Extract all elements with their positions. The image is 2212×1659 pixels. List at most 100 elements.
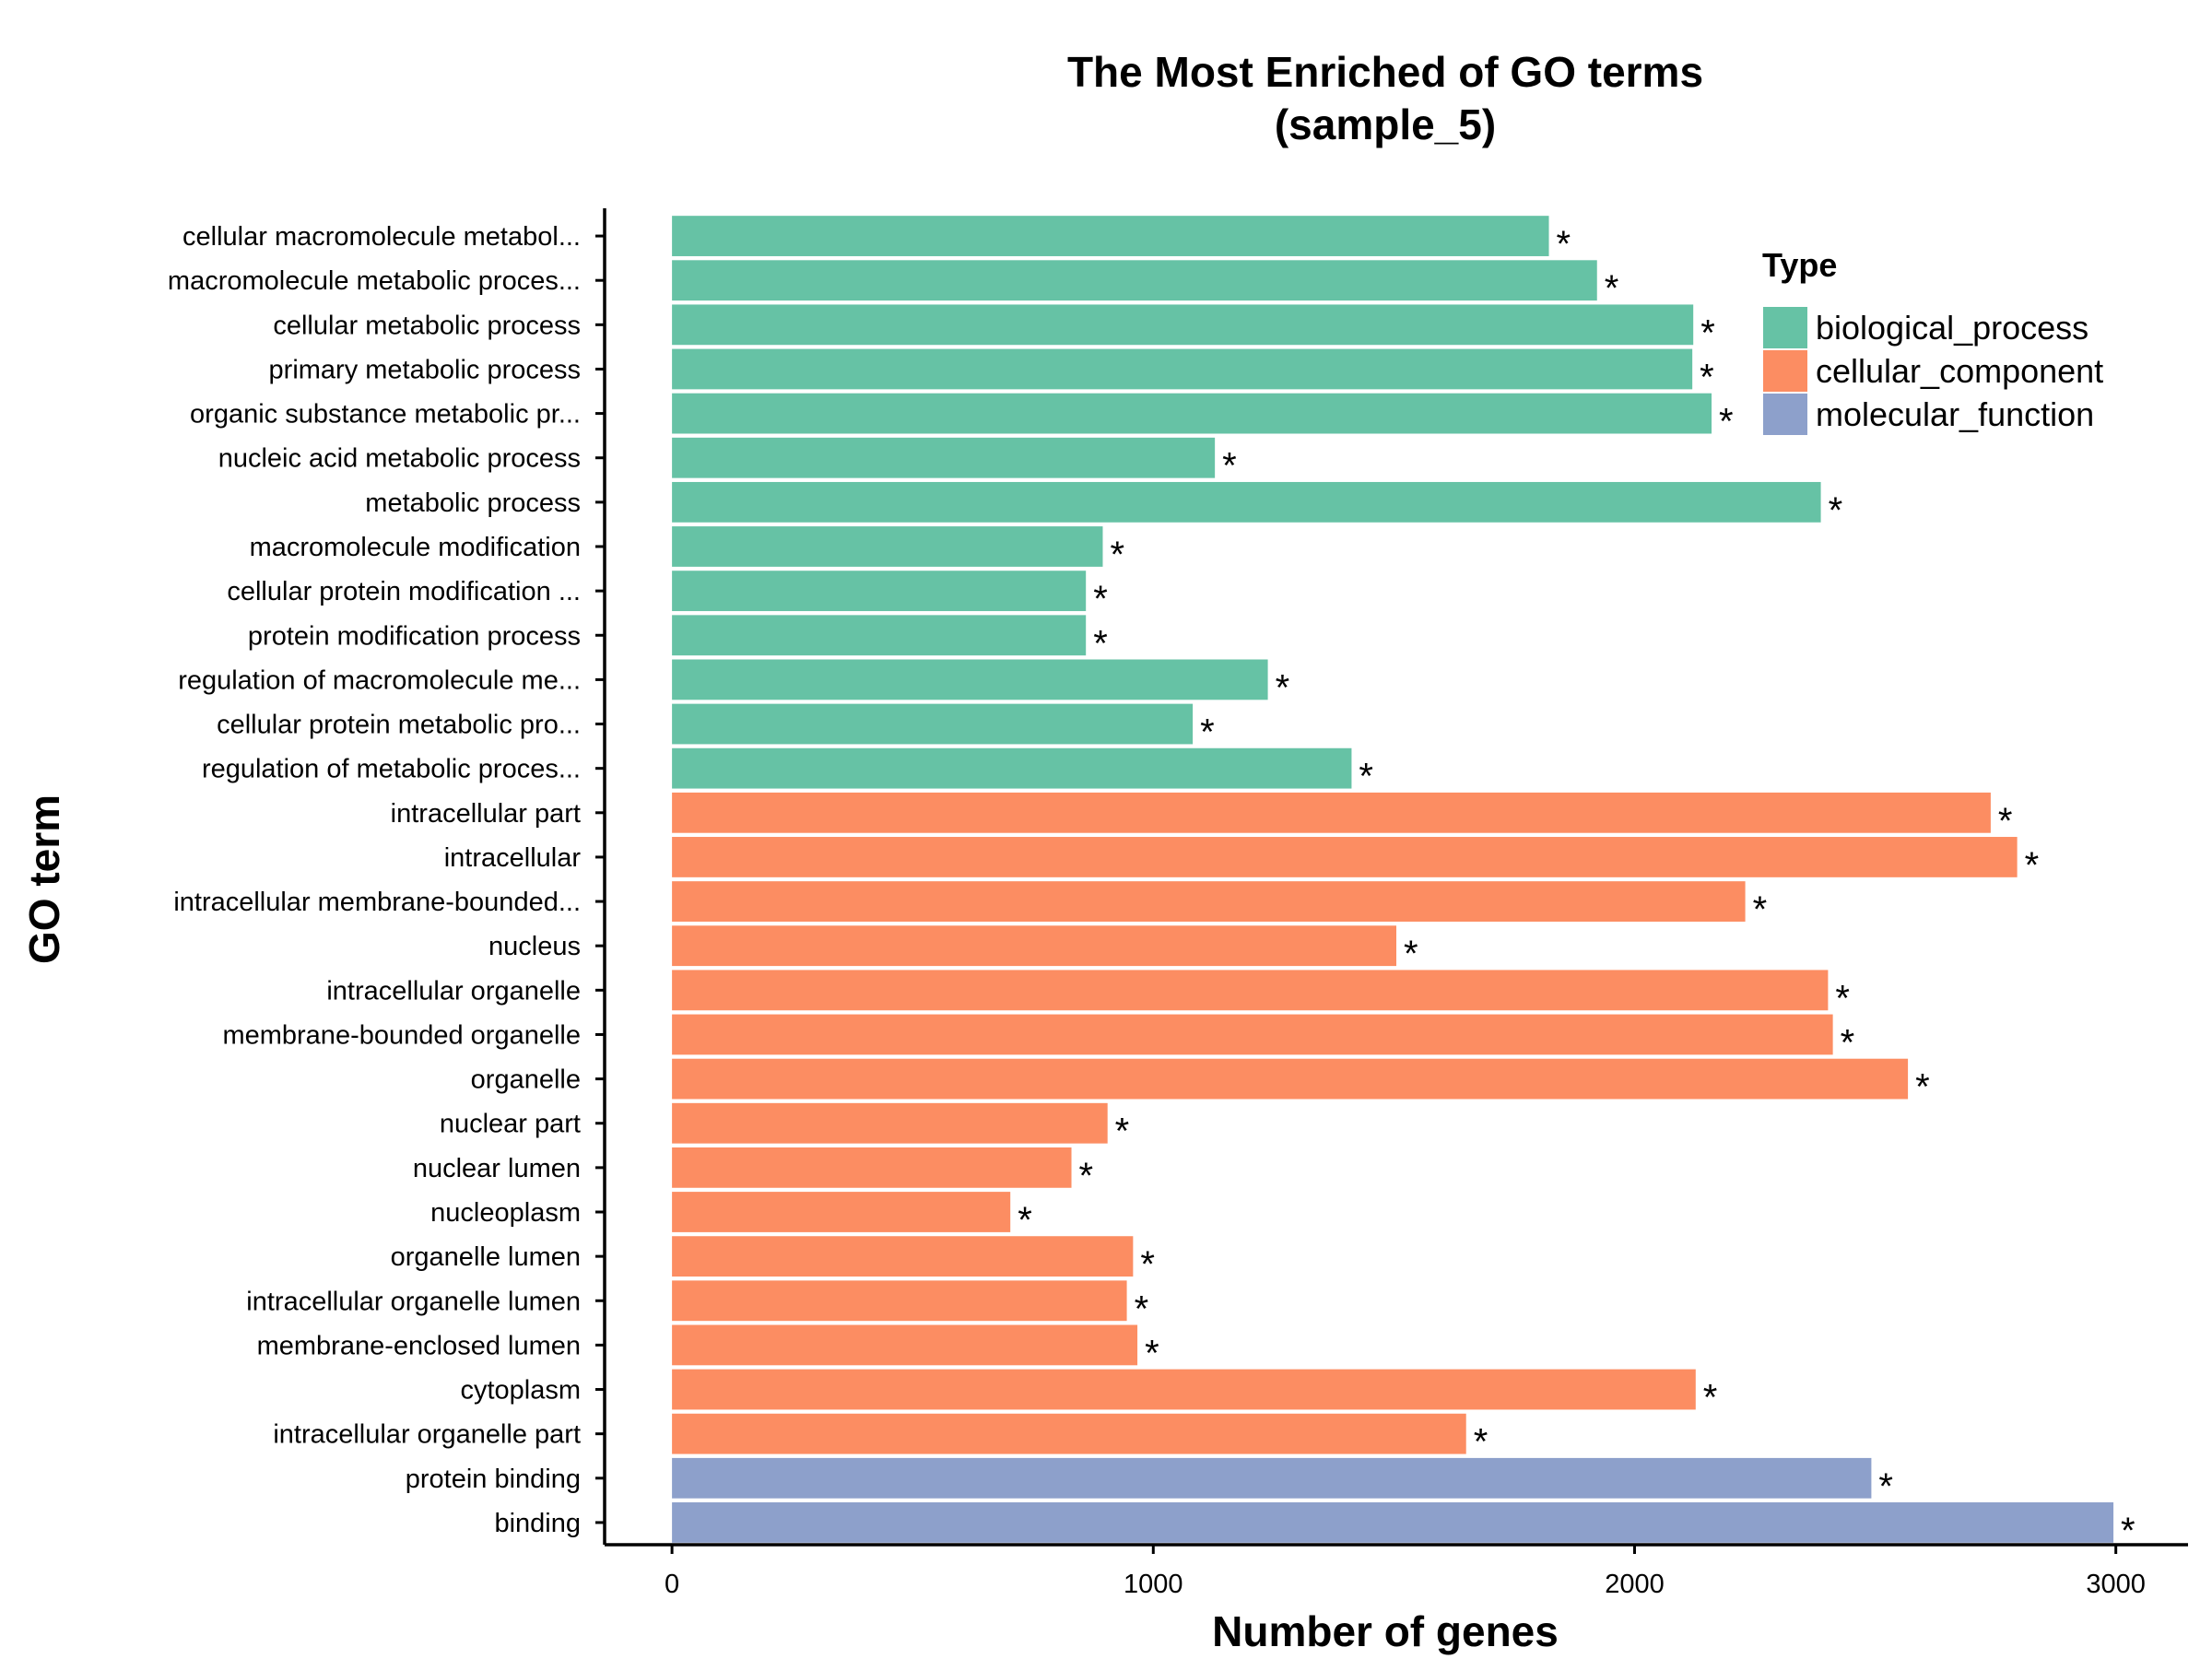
y-tick-label-17: intracellular organelle: [326, 976, 581, 1006]
significance-marker-26: *: [1703, 1378, 1718, 1418]
y-tick-label-9: protein modification process: [248, 621, 581, 651]
chart-title: The Most Enriched of GO terms: [1067, 48, 1703, 96]
legend-label-cellular-component: cellular_component: [1816, 352, 2103, 390]
bar-8: [672, 571, 1087, 612]
significance-marker-11: *: [1200, 712, 1215, 753]
legend-label-molecular-function: molecular_function: [1816, 395, 2094, 433]
y-tick-label-13: intracellular part: [391, 799, 581, 829]
significance-marker-9: *: [1093, 623, 1108, 664]
bar-9: [672, 615, 1087, 656]
bar-13: [672, 792, 1991, 833]
y-tick-label-28: protein binding: [406, 1465, 581, 1494]
bar-14: [672, 837, 2018, 877]
bar-24: [672, 1280, 1127, 1322]
y-tick-label-8: cellular protein modification ...: [227, 577, 581, 606]
significance-marker-10: *: [1276, 667, 1290, 708]
x-axis-title: Number of genes: [1212, 1607, 1559, 1655]
significance-marker-27: *: [1474, 1422, 1488, 1463]
y-tick-label-2: cellular metabolic process: [273, 311, 581, 340]
y-tick-label-26: cytoplasm: [460, 1376, 581, 1406]
y-tick-label-14: intracellular: [444, 843, 582, 873]
y-tick-label-1: macromolecule metabolic proces...: [168, 266, 581, 296]
legend-title: Type: [1762, 246, 1837, 284]
significance-marker-22: *: [1018, 1200, 1032, 1241]
y-axis-title: GO term: [20, 794, 68, 964]
y-tick-label-0: cellular macromolecule metabol...: [182, 222, 581, 252]
y-tick-label-16: nucleus: [488, 932, 581, 961]
y-tick-label-15: intracellular membrane-bounded...: [173, 888, 581, 917]
y-tick-label-6: metabolic process: [365, 488, 581, 518]
x-tick-label-3: 3000: [2086, 1570, 2146, 1599]
bar-5: [672, 437, 1216, 478]
significance-marker-6: *: [1829, 490, 1843, 531]
bar-27: [672, 1413, 1466, 1454]
x-tick-label-2: 2000: [1605, 1570, 1665, 1599]
y-tick-label-4: organic substance metabolic pr...: [190, 400, 581, 429]
significance-marker-28: *: [1878, 1466, 1893, 1507]
legend-swatch-molecular-function: [1761, 392, 1809, 437]
significance-marker-23: *: [1140, 1244, 1155, 1285]
bar-12: [672, 747, 1352, 789]
y-tick-label-11: cellular protein metabolic pro...: [217, 711, 581, 740]
significance-marker-4: *: [1719, 402, 1734, 442]
bar-10: [672, 659, 1268, 700]
bar-0: [672, 216, 1549, 256]
chart-subtitle: (sample_5): [1275, 100, 1496, 148]
bar-23: [672, 1236, 1134, 1277]
bar-16: [672, 925, 1396, 967]
significance-marker-17: *: [1835, 978, 1850, 1018]
bars-group: [672, 216, 2114, 1543]
significance-marker-24: *: [1135, 1288, 1149, 1329]
significance-marker-21: *: [1079, 1156, 1094, 1196]
bar-15: [672, 881, 1746, 922]
bar-22: [672, 1192, 1011, 1232]
significance-marker-14: *: [2025, 845, 2040, 886]
bar-26: [672, 1369, 1696, 1410]
legend-label-biological-process: biological_process: [1816, 309, 2088, 347]
y-tick-label-24: intracellular organelle lumen: [246, 1287, 581, 1316]
y-tick-label-25: membrane-enclosed lumen: [257, 1331, 581, 1360]
significance-marker-2: *: [1700, 312, 1715, 353]
bar-28: [672, 1457, 1872, 1499]
y-tick-label-19: organelle: [471, 1065, 581, 1095]
x-tick-label-1: 1000: [1124, 1570, 1183, 1599]
significance-marker-19: *: [1915, 1067, 1930, 1108]
y-axis: cellular macromolecule metabol... macromo…: [168, 208, 606, 1545]
y-tick-label-12: regulation of metabolic proces...: [202, 755, 581, 784]
y-tick-label-29: binding: [494, 1509, 581, 1538]
significance-marker-13: *: [1998, 801, 2013, 841]
bar-3: [672, 348, 1693, 390]
legend-swatch-biological-process: [1761, 305, 1809, 350]
significance-marker-3: *: [1700, 357, 1714, 397]
y-tick-label-18: membrane-bounded organelle: [222, 1020, 581, 1050]
bar-1: [672, 260, 1597, 301]
x-axis: 0 1000 2000 3000: [605, 1543, 2188, 1599]
y-tick-label-5: nucleic acid metabolic process: [218, 444, 581, 474]
significance-marker-16: *: [1404, 934, 1418, 974]
x-tick-label-0: 0: [665, 1570, 679, 1599]
significance-marker-25: *: [1145, 1333, 1159, 1373]
significance-marker-0: *: [1557, 224, 1571, 265]
bar-7: [672, 526, 1103, 567]
significance-marker-1: *: [1605, 268, 1619, 309]
bar-21: [672, 1147, 1072, 1188]
significance-marker-20: *: [1115, 1112, 1130, 1152]
bar-29: [672, 1502, 2114, 1543]
significance-marker-12: *: [1359, 757, 1373, 797]
bar-25: [672, 1324, 1138, 1366]
significance-marker-5: *: [1222, 446, 1237, 487]
y-tick-label-21: nuclear lumen: [413, 1154, 581, 1183]
y-tick-label-10: regulation of macromolecule me...: [178, 665, 581, 695]
significance-marker-7: *: [1110, 535, 1124, 575]
y-tick-label-7: macromolecule modification: [250, 533, 581, 562]
significance-marker-8: *: [1093, 579, 1108, 619]
bar-2: [672, 304, 1694, 346]
y-tick-label-20: nuclear part: [440, 1110, 581, 1139]
legend: Type biological_process cellular_component…: [1761, 246, 2103, 437]
significance-marker-29: *: [2121, 1511, 2136, 1551]
legend-swatch-cellular-component: [1761, 348, 1809, 394]
bar-11: [672, 703, 1194, 745]
y-tick-label-27: intracellular organelle part: [273, 1420, 581, 1450]
